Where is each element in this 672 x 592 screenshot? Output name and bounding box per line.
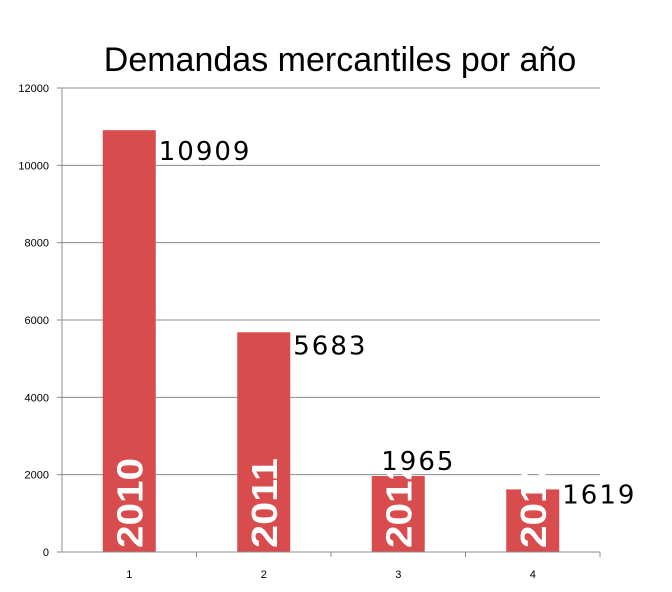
bar-2011 <box>237 332 291 552</box>
bar-year-label: 2011 <box>244 458 285 548</box>
bar-year-label: 2010 <box>109 458 150 548</box>
y-tick-label: 8000 <box>25 238 49 250</box>
y-tick-label: 6000 <box>25 315 49 327</box>
bar-year-label: 2012 <box>378 458 419 548</box>
data-label: 5683 <box>293 331 367 361</box>
bar-year-label: 2013 <box>513 458 554 548</box>
bar-2010 <box>102 130 156 552</box>
y-tick-label: 4000 <box>25 392 49 404</box>
y-tick-label: 10000 <box>18 160 49 172</box>
x-tick-label: 1 <box>126 569 132 581</box>
x-tick-label: 3 <box>395 569 401 581</box>
x-tick-label: 2 <box>261 569 267 581</box>
data-label: 1619 <box>562 480 636 510</box>
y-axis: 0 2000 4000 6000 8000 10000 12000 <box>18 83 63 559</box>
x-tick-label: 4 <box>530 569 536 581</box>
chart-title: Demandas mercantiles por año <box>104 41 576 79</box>
bar-2012 <box>371 476 425 552</box>
y-tick-label: 12000 <box>18 83 49 95</box>
y-tick-label: 2000 <box>25 470 49 482</box>
x-axis: 1 2 3 4 <box>62 551 601 581</box>
y-tick-label: 0 <box>43 547 49 559</box>
data-label: 10909 <box>159 137 252 167</box>
data-label: 1965 <box>381 447 455 477</box>
bar-2013 <box>506 489 560 552</box>
